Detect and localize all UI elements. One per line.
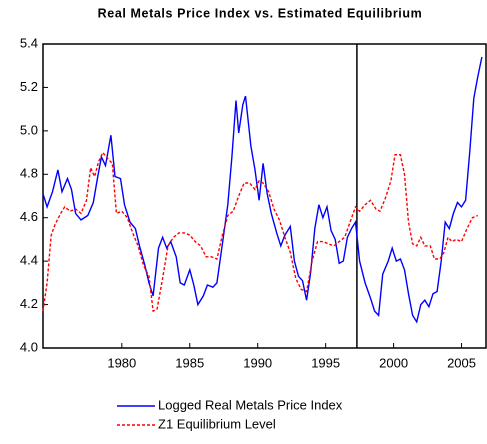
- y-tick-label: 4.8: [20, 166, 38, 181]
- series-line: [42, 56, 483, 324]
- y-tick-label: 4.6: [20, 209, 38, 224]
- x-tick-label: 1990: [243, 355, 272, 370]
- plot-frame: [42, 43, 487, 349]
- chart-title: Real Metals Price Index vs. Estimated Eq…: [98, 6, 423, 20]
- y-tick-label: 5.2: [20, 79, 38, 94]
- y-tick-label: 4.4: [20, 253, 38, 268]
- series-line: [42, 151, 479, 313]
- legend-label: Z1 Equilibrium Level: [158, 416, 276, 431]
- x-tick-label: 1995: [311, 355, 340, 370]
- y-tick-label: 5.0: [20, 122, 38, 137]
- x-tick-label: 1985: [175, 355, 204, 370]
- y-tick-label: 4.0: [20, 339, 38, 354]
- x-tick-label: 2000: [379, 355, 408, 370]
- y-tick-label: 4.2: [20, 296, 38, 311]
- x-tick-label: 2005: [447, 355, 476, 370]
- x-tick-label: 1980: [107, 355, 136, 370]
- legend-label: Logged Real Metals Price Index: [158, 397, 343, 412]
- y-tick-label: 5.4: [20, 35, 38, 50]
